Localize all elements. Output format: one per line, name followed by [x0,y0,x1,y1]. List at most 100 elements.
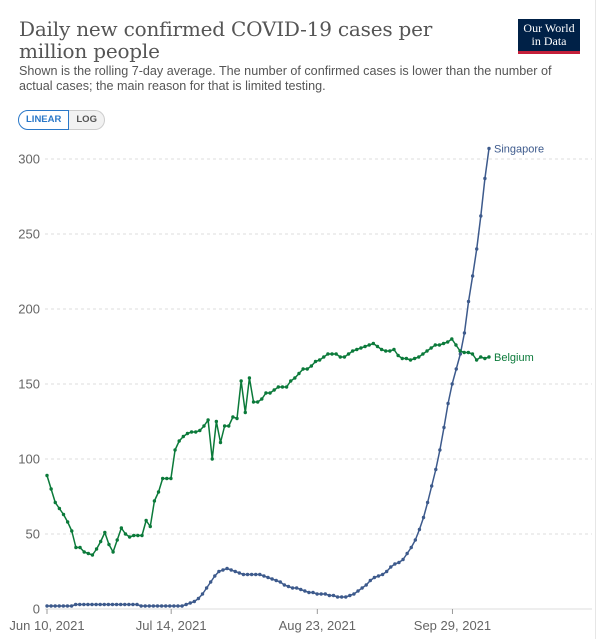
data-point [409,545,413,550]
data-point [317,358,322,362]
data-point [274,578,278,583]
data-point [229,568,233,572]
data-point [475,247,479,251]
data-point [470,274,475,278]
x-axis-ticks: Jun 10, 2021 Jul 14, 2021 Aug 23, 2021 Sep … [9,609,491,633]
data-point [326,352,330,356]
data-point [470,352,475,356]
data-point [433,343,437,347]
data-point [396,353,400,358]
data-point [268,391,272,395]
data-point [204,586,209,590]
series-label-singapore: Singapore [494,144,544,156]
data-point [319,592,323,596]
data-point [132,533,136,538]
data-point [282,583,287,587]
data-point [123,602,127,607]
data-point [94,602,98,607]
scale-toggle: LINEAR LOG [18,110,105,130]
data-point [311,590,315,595]
x-tick-label: Aug 23, 2021 [279,618,356,633]
data-point [194,430,198,434]
data-point [184,602,188,607]
data-point [425,500,430,505]
data-point [284,385,289,389]
data-point [404,356,409,361]
data-point [339,595,344,599]
data-point [355,347,359,352]
data-point [57,604,61,608]
series-lines [45,146,491,608]
data-point [163,604,168,608]
data-point [206,418,210,422]
x-tick-label: Jun 10, 2021 [9,618,84,633]
data-point [239,379,243,383]
data-point [286,584,291,589]
data-point [401,557,405,562]
log-scale-button[interactable]: LOG [69,110,105,130]
data-point [180,604,184,608]
data-point [299,587,303,592]
data-point [189,430,194,434]
data-point [260,397,264,401]
data-point [384,569,389,574]
data-point [169,476,173,481]
data-point [135,602,139,607]
data-point [434,467,438,472]
data-point [421,352,425,356]
data-point [344,595,348,599]
data-point [127,602,131,607]
data-point [210,457,214,461]
data-point [245,572,250,577]
data-point [78,545,82,550]
data-point [323,592,327,596]
series-singapore [45,146,491,608]
chart-subtitle: Shown is the rolling 7-day average. The … [19,64,552,93]
data-point [454,343,458,347]
data-point [152,499,157,503]
data-point [90,553,95,557]
data-point [111,550,115,554]
data-point [405,551,409,556]
data-point [131,602,135,607]
data-point [110,602,115,607]
data-point [458,352,463,356]
data-point [74,545,78,550]
data-point [446,401,450,406]
series-label-belgium: Belgium [494,352,534,364]
data-point [247,376,252,380]
data-point [400,356,404,361]
data-point [214,419,219,424]
data-point [118,602,123,607]
data-point [342,355,347,359]
y-tick-label: 50 [26,527,40,542]
data-point [57,506,62,511]
series-line-singapore [47,148,490,607]
data-point [155,604,160,608]
data-point [280,385,285,389]
data-point [213,574,217,578]
data-point [231,415,235,419]
data-point [393,562,397,566]
data-point [294,586,299,590]
data-point [376,574,381,578]
data-point [375,344,380,349]
data-point [181,434,186,439]
data-point [65,604,70,608]
chart-title: Daily new confirmed COVID-19 cases per m… [19,17,433,63]
logo-line-1: Our World [523,21,575,35]
linear-scale-button[interactable]: LINEAR [18,110,70,130]
data-point [301,367,305,371]
data-point [185,431,190,436]
data-point [249,572,254,577]
data-point [384,349,388,353]
data-point [359,346,363,350]
data-point [202,424,206,428]
data-point [156,490,161,494]
data-point [371,341,376,346]
data-point [441,341,446,346]
data-point [303,589,307,593]
data-point [360,586,364,590]
data-point [241,572,246,577]
owid-logo[interactable]: Our World in Data [518,19,580,54]
